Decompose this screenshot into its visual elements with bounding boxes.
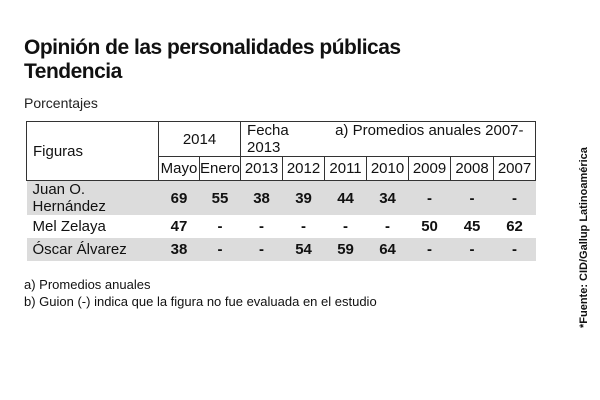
cell-value: -: [408, 238, 451, 261]
chart-subtitle: Tendencia: [24, 60, 122, 83]
col-header: 2011: [324, 156, 368, 181]
cell-value: -: [450, 238, 494, 261]
cell-value: -: [408, 180, 451, 215]
col-header: 2013: [240, 156, 284, 181]
row-name: Mel Zelaya: [32, 218, 106, 235]
chart-title: Opinión de las personalidades públicas: [24, 36, 401, 59]
cell-value: 45: [463, 218, 481, 235]
col-header: 2008: [450, 156, 495, 181]
cell-value: -: [199, 238, 241, 261]
row-name: Óscar Álvarez: [26, 238, 159, 261]
fecha-label: Fecha: [247, 122, 289, 139]
col-header: 2010: [366, 156, 410, 181]
cell-value: 39: [282, 180, 325, 215]
cell-value: -: [493, 180, 536, 215]
cell-value: 62: [506, 218, 523, 235]
fecha-header: Fecha a) Promedios anuales 2007-2013: [240, 121, 537, 157]
table-row: Juan O. Hernández 69 55 38 39 44 34 - - …: [26, 180, 536, 215]
cell-value: -: [493, 238, 536, 261]
header-row-columns: Mayo Enero 2013 2012 2011 2010 2009 2008…: [27, 156, 537, 181]
col-header: Mayo: [158, 156, 200, 181]
opinion-table: Figuras 2014 Fecha a) Promedios anuales …: [26, 121, 537, 261]
row-name: Juan O. Hernández: [26, 180, 159, 215]
header-row-top: Figuras 2014 Fecha a) Promedios anuales …: [26, 121, 537, 181]
col-header: 2012: [282, 156, 326, 181]
cell-value: 38: [158, 238, 200, 261]
cell-value: 47: [170, 218, 188, 235]
col-header: 2007: [493, 156, 537, 181]
col-header: 2009: [408, 156, 452, 181]
cell-value: 38: [240, 180, 283, 215]
cell-value: 69: [158, 180, 200, 215]
year-2014-header: 2014: [157, 121, 242, 157]
footnotes: a) Promedios anuales b) Guion (-) indica…: [24, 276, 377, 310]
cell-value: -: [259, 218, 265, 235]
footnote-b: b) Guion (-) indica que la figura no fue…: [24, 294, 377, 309]
cell-value: 34: [366, 180, 409, 215]
cell-value: 64: [366, 238, 409, 261]
cell-value: -: [385, 218, 391, 235]
cell-value: -: [450, 180, 494, 215]
cell-value: 54: [282, 238, 325, 261]
table-row: Óscar Álvarez 38 - - 54 59 64 - - -: [26, 238, 536, 261]
cell-value: -: [240, 238, 283, 261]
table-row: Mel Zelaya 47 - - - - - 50 45 62: [27, 215, 536, 238]
figures-header: Figuras: [26, 121, 159, 181]
cell-value: -: [217, 218, 223, 235]
source-credit: *Fuente: CID/Gallup Latinoamérica: [578, 118, 590, 328]
promedios-label: a) Promedios anuales 2007-2013: [247, 122, 524, 156]
cell-value: -: [301, 218, 307, 235]
col-header: Enero: [198, 156, 242, 181]
units-label: Porcentajes: [24, 95, 98, 111]
cell-value: -: [343, 218, 349, 235]
cell-value: 50: [421, 218, 438, 235]
source-text: *Fuente: CID/Gallup Latinoamérica: [578, 147, 590, 328]
cell-value: 59: [324, 238, 367, 261]
cell-value: 44: [324, 180, 367, 215]
cell-value: 55: [199, 180, 241, 215]
footnote-a: a) Promedios anuales: [24, 277, 151, 292]
